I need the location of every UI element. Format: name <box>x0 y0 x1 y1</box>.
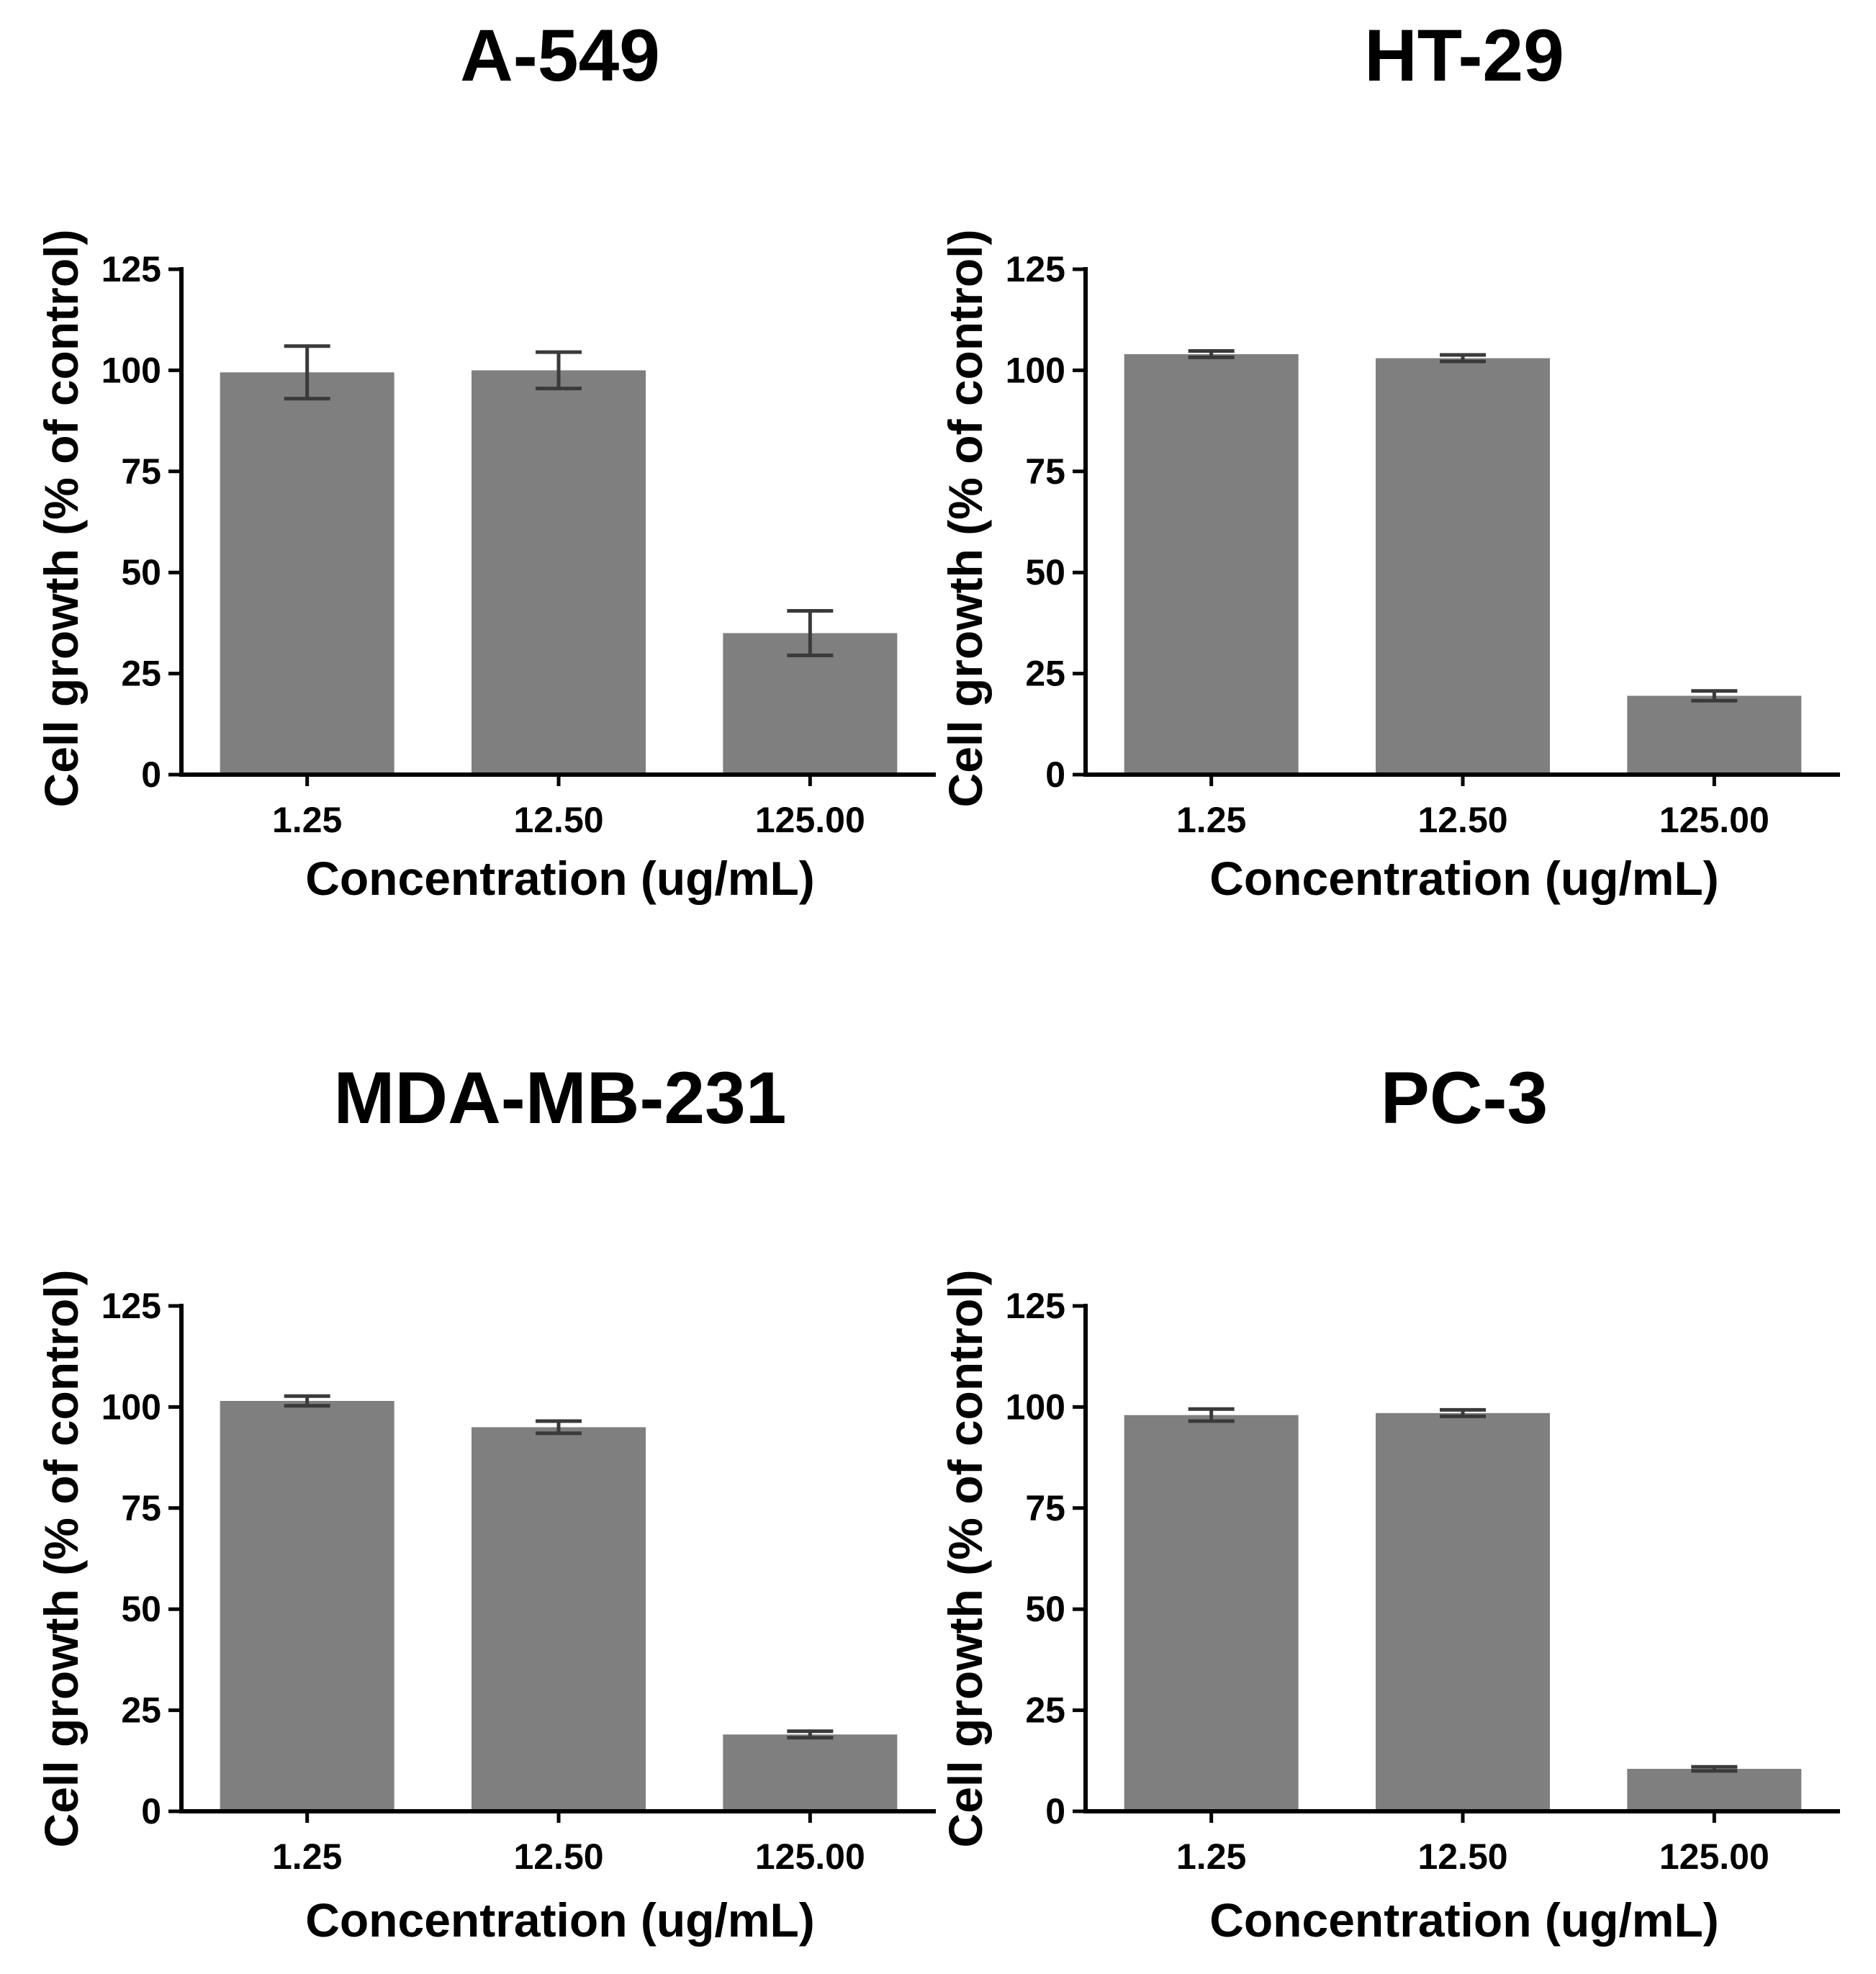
error-bar <box>284 344 330 401</box>
y-tick-label: 0 <box>141 1791 161 1831</box>
panel-title: A-549 <box>460 14 660 96</box>
y-tick-label: 75 <box>121 1488 161 1528</box>
bar <box>1627 695 1802 775</box>
y-axis-label: Cell growth (% of control) <box>939 1270 992 1848</box>
bar <box>1124 353 1299 775</box>
y-tick-label: 0 <box>141 754 161 795</box>
error-bar <box>787 609 834 657</box>
x-tick-label: 125.00 <box>1659 1836 1769 1877</box>
panel-title: HT-29 <box>1364 14 1564 96</box>
x-tick-label: 12.50 <box>513 800 603 840</box>
y-tick-labels: 0 25 50 75 100 125 <box>1006 1286 1065 1831</box>
error-bar <box>1691 689 1738 703</box>
bar <box>220 372 394 775</box>
error-bar <box>284 1394 330 1408</box>
x-tick-label: 1.25 <box>272 1836 342 1877</box>
panel-mda-mb-231: MDA-MB-231 Cell growth (% of control) Co… <box>35 1057 936 1947</box>
x-tick-label: 1.25 <box>1176 800 1246 840</box>
y-axis-label: Cell growth (% of control) <box>35 230 88 808</box>
y-tick-labels: 0 25 50 75 100 125 <box>1006 249 1065 795</box>
x-tick-label: 12.50 <box>1417 1836 1507 1877</box>
y-tick-label: 100 <box>1006 350 1065 390</box>
x-tick-label: 125.00 <box>1659 800 1769 840</box>
x-tick-label: 12.50 <box>1417 800 1507 840</box>
chart-marks <box>168 1304 936 1823</box>
y-tick-label: 125 <box>102 249 161 289</box>
y-tick-label: 125 <box>102 1286 161 1326</box>
panel-a549: A-549 Cell growth (% of control) Concent… <box>35 14 936 905</box>
y-tick-labels: 0 25 50 75 100 125 <box>102 1286 161 1831</box>
chart-marks <box>1073 1304 1840 1823</box>
y-tick-label: 125 <box>1006 249 1065 289</box>
chart-marks <box>1073 267 1840 786</box>
y-tick-labels: 0 25 50 75 100 125 <box>102 249 161 795</box>
x-tick-label: 1.25 <box>1176 1836 1246 1877</box>
y-tick-label: 25 <box>1025 1690 1065 1731</box>
error-bar <box>787 1729 834 1740</box>
y-axis-label: Cell growth (% of control) <box>35 1270 88 1848</box>
bar <box>220 1400 394 1811</box>
bar <box>1376 358 1550 775</box>
error-bar <box>1440 353 1486 364</box>
x-tick-label: 1.25 <box>272 800 342 840</box>
y-tick-label: 0 <box>1045 754 1065 795</box>
y-tick-label: 125 <box>1006 1286 1065 1326</box>
error-bar <box>1440 1407 1486 1418</box>
x-tick-labels: 1.25 12.50 125.00 <box>1176 800 1769 840</box>
y-axis-label: Cell growth (% of control) <box>939 230 992 808</box>
bar <box>1627 1769 1802 1811</box>
bar <box>472 370 646 775</box>
y-tick-label: 25 <box>1025 654 1065 694</box>
bar <box>1376 1412 1550 1811</box>
y-tick-label: 50 <box>121 552 161 592</box>
y-tick-label: 100 <box>1006 1387 1065 1427</box>
error-bar <box>1691 1765 1738 1773</box>
x-tick-label: 125.00 <box>755 800 865 840</box>
bar <box>472 1427 646 1811</box>
bar <box>1124 1415 1299 1811</box>
bar <box>723 1734 898 1811</box>
y-tick-label: 50 <box>121 1589 161 1629</box>
x-tick-labels: 1.25 12.50 125.00 <box>1176 1836 1769 1877</box>
x-tick-labels: 1.25 12.50 125.00 <box>272 1836 865 1877</box>
x-axis-label: Concentration (ug/mL) <box>1209 1893 1719 1947</box>
y-tick-label: 50 <box>1025 1589 1065 1629</box>
x-axis-label: Concentration (ug/mL) <box>305 852 815 905</box>
panel-ht29: HT-29 Cell growth (% of control) Concent… <box>939 14 1840 905</box>
y-tick-label: 75 <box>121 451 161 492</box>
panel-title: MDA-MB-231 <box>333 1057 786 1139</box>
error-bar <box>1188 348 1235 359</box>
error-bar <box>536 350 582 391</box>
y-tick-label: 0 <box>1045 1791 1065 1831</box>
x-axis-label: Concentration (ug/mL) <box>305 1893 815 1947</box>
x-tick-label: 12.50 <box>513 1836 603 1877</box>
y-tick-label: 75 <box>1025 451 1065 492</box>
y-tick-label: 25 <box>121 1690 161 1731</box>
x-tick-labels: 1.25 12.50 125.00 <box>272 800 865 840</box>
error-bar <box>536 1419 582 1436</box>
y-tick-label: 100 <box>102 1387 161 1427</box>
y-tick-label: 25 <box>121 654 161 694</box>
x-tick-label: 125.00 <box>755 1836 865 1877</box>
y-tick-label: 100 <box>102 350 161 390</box>
panel-pc3: PC-3 Cell growth (% of control) Concentr… <box>939 1057 1840 1947</box>
y-tick-label: 50 <box>1025 552 1065 592</box>
error-bar <box>1188 1407 1235 1423</box>
y-tick-label: 75 <box>1025 1488 1065 1528</box>
chart-marks <box>168 267 936 786</box>
panel-title: PC-3 <box>1381 1057 1548 1139</box>
x-axis-label: Concentration (ug/mL) <box>1209 852 1719 905</box>
